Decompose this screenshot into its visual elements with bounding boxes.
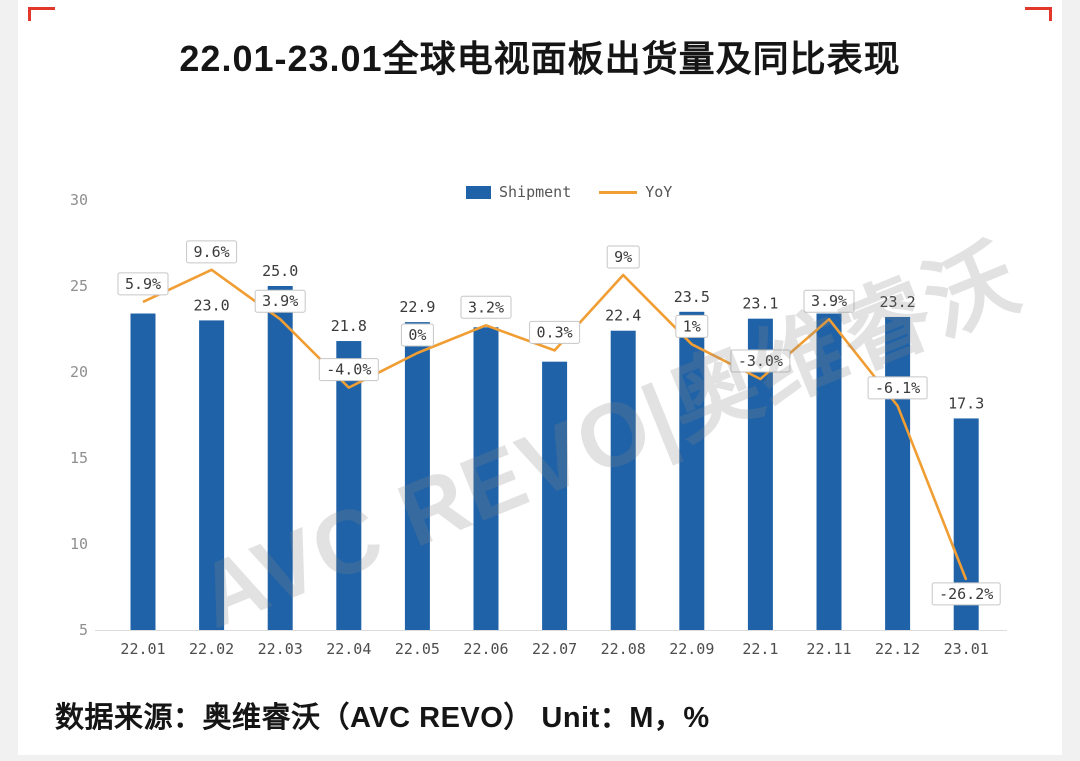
x-axis-tick-label: 22.01 [120, 640, 165, 658]
yoy-label-box [318, 358, 379, 382]
yoy-label-box [730, 349, 791, 373]
y-axis-tick-label: 15 [70, 449, 88, 467]
x-axis-tick-label: 22.08 [601, 640, 646, 658]
yoy-label-box [675, 314, 709, 338]
page-title: 22.01-23.01全球电视面板出货量及同比表现 [179, 38, 901, 79]
x-axis-tick-label: 22.06 [463, 640, 508, 658]
yoy-label: 9.6% [194, 243, 230, 261]
yoy-label-box [400, 323, 434, 347]
shipment-bar [473, 327, 499, 630]
yoy-label: 0.3% [537, 323, 573, 341]
yoy-line [142, 268, 968, 581]
yoy-label: 1% [683, 317, 701, 335]
yoy-label-box [931, 582, 1001, 606]
shipment-bar-label: 23.2 [880, 293, 916, 311]
yoy-label-box [460, 295, 512, 319]
yoy-legend-label: YoY [645, 183, 673, 201]
yoy-label-box [186, 240, 238, 264]
chart-legend: Shipment YoY [466, 183, 672, 201]
data-source-text: 数据来源：奥维睿沃（AVC REVO） Unit：M，% [55, 702, 710, 734]
yoy-label: 3.2% [468, 298, 504, 316]
shipment-bar-label: 25.0 [262, 262, 298, 280]
shipment-bar [199, 320, 225, 630]
yoy-legend-swatch [599, 190, 638, 194]
x-axis-tick-label: 22.12 [875, 640, 920, 658]
yoy-label: -6.1% [875, 379, 920, 397]
yoy-label: 5.9% [125, 275, 161, 293]
y-axis-tick-label: 5 [79, 621, 88, 639]
x-axis-tick-label: 22.07 [532, 640, 577, 658]
shipment-bar-label: 21.8 [331, 317, 367, 335]
shipment-bar-label: 22.4 [605, 307, 641, 325]
yoy-label-box [117, 272, 169, 296]
shipment-bar [267, 286, 293, 630]
shipment-bar-label: 23.5 [674, 288, 710, 306]
yoy-label: 0% [408, 326, 426, 344]
y-axis-tick-label: 20 [70, 363, 88, 381]
shipment-bar [610, 330, 636, 630]
shipment-bar-label: 23.0 [194, 296, 230, 314]
yoy-label: -3.0% [738, 352, 783, 370]
x-axis-tick-label: 22.02 [189, 640, 234, 658]
x-axis-tick-label: 22.04 [326, 640, 371, 658]
shipment-bar [130, 313, 156, 630]
y-axis-tick-label: 30 [70, 191, 88, 209]
shipment-bar-label: 23.1 [742, 295, 778, 313]
shipment-bar [885, 316, 911, 630]
yoy-label: -26.2% [939, 585, 993, 603]
yoy-label: 9% [614, 248, 632, 266]
shipment-bar [542, 361, 568, 630]
shipment-bar [404, 322, 430, 630]
shipment-legend-label: Shipment [499, 183, 572, 201]
shipment-bar-label: 17.3 [948, 394, 984, 412]
x-axis-tick-label: 22.05 [395, 640, 440, 658]
yoy-label-box [529, 320, 581, 344]
shipment-bar-label: 22.9 [399, 298, 435, 316]
yoy-label-box [254, 289, 306, 313]
x-axis-tick-label: 22.1 [742, 640, 778, 658]
shipment-bar [679, 311, 705, 630]
yoy-label: 3.9% [811, 292, 847, 310]
yoy-label-box [606, 245, 640, 269]
shipment-bar [336, 341, 362, 630]
yoy-label: 3.9% [262, 292, 298, 310]
x-axis-tick-label: 23.01 [944, 640, 989, 658]
y-axis-tick-label: 25 [70, 277, 88, 295]
yoy-label: -4.0% [326, 361, 371, 379]
x-axis-tick-label: 22.11 [806, 640, 851, 658]
red-corner-mark-right [1025, 7, 1052, 21]
y-axis-tick-label: 10 [70, 535, 88, 553]
shipment-legend-swatch [466, 185, 491, 199]
yoy-label-box [867, 376, 928, 400]
x-axis-tick-label: 22.09 [669, 640, 714, 658]
yoy-label-box [803, 289, 855, 313]
red-corner-mark-left [28, 7, 55, 21]
shipment-bar [816, 313, 842, 630]
x-axis-tick-label: 22.03 [258, 640, 303, 658]
